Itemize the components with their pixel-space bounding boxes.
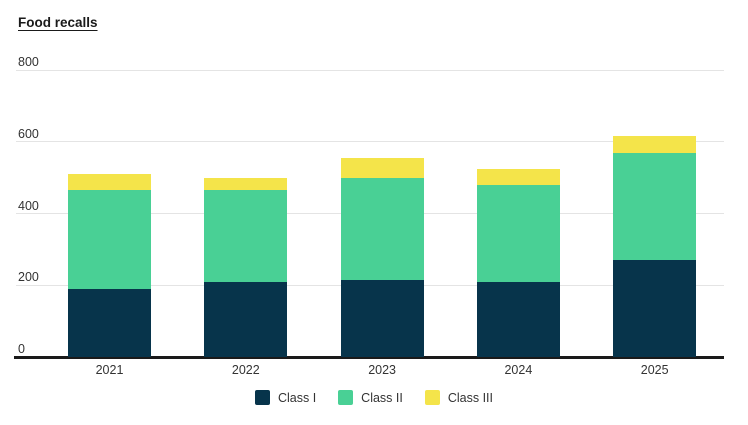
legend-swatch-icon [424, 390, 440, 405]
gridline-y-800 [16, 69, 724, 71]
legend-swatch-icon [338, 390, 354, 405]
legend-swatch-icon [254, 390, 270, 405]
bar-segment-class-i-2025 [613, 260, 697, 357]
bar-segment-class-ii-2025 [613, 152, 697, 261]
bar-segment-class-ii-2023 [340, 177, 424, 280]
bar-segment-class-iii-2025 [613, 136, 697, 153]
bar-segment-class-i-2024 [476, 281, 560, 357]
x-axis-label-2022: 2022 [231, 363, 260, 377]
y-axis-tick-label: 0 [18, 342, 25, 356]
bar-segment-class-iii-2022 [204, 177, 288, 191]
bar-segment-class-ii-2021 [68, 190, 151, 289]
bar-segment-class-i-2023 [340, 279, 424, 357]
bar-segment-class-ii-2022 [204, 190, 288, 282]
chart-title: Food recalls [18, 15, 98, 30]
legend-item-class-ii: Class II [338, 390, 403, 405]
bar-segment-class-i-2022 [204, 281, 288, 357]
x-axis-label-2025: 2025 [640, 363, 669, 377]
legend: Class I Class II Class III [0, 390, 748, 405]
x-axis-label-2024: 2024 [504, 363, 533, 377]
x-axis-line [14, 356, 724, 359]
bar-segment-class-iii-2024 [476, 168, 560, 185]
bar-segment-class-iii-2023 [340, 157, 424, 178]
y-axis-tick-label: 400 [18, 198, 39, 213]
y-axis-tick-label: 200 [18, 270, 39, 285]
legend-label: Class I [277, 390, 317, 405]
bar-segment-class-i-2021 [68, 288, 151, 357]
y-axis-tick-label: 800 [18, 55, 39, 69]
legend-label: Class III [447, 390, 494, 405]
bar-segment-class-ii-2024 [476, 184, 560, 282]
y-axis-tick-label: 600 [18, 126, 39, 141]
legend-item-class-iii: Class III [424, 390, 494, 405]
legend-label: Class II [361, 390, 403, 405]
legend-item-class-i: Class I [254, 390, 317, 405]
gridline-y-600 [16, 141, 724, 143]
x-axis-label-2023: 2023 [368, 363, 396, 377]
bar-segment-class-iii-2021 [68, 174, 151, 191]
x-axis-label-2021: 2021 [95, 363, 124, 377]
